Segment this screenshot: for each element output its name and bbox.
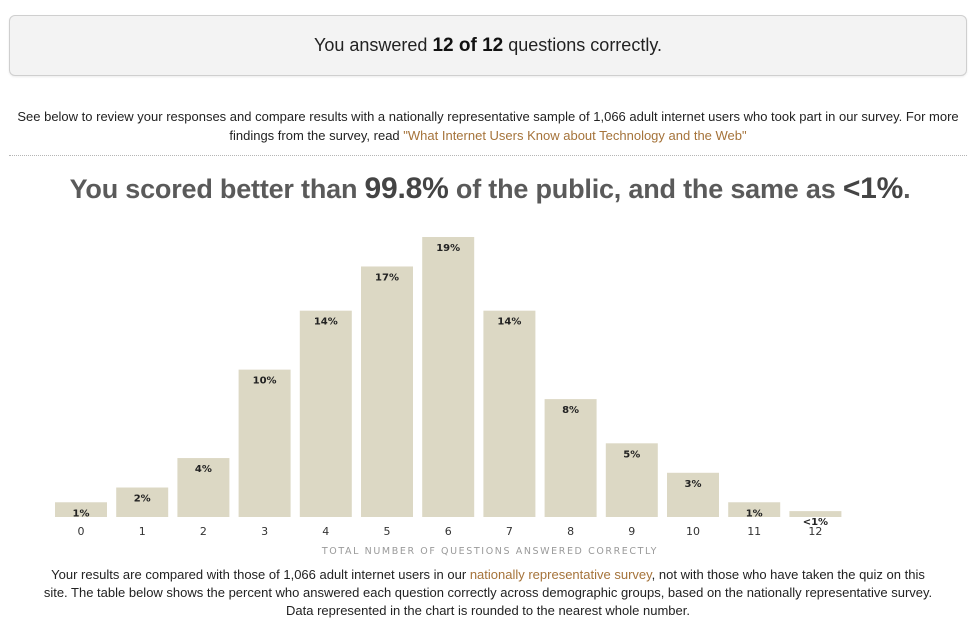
data-label-1: 2%	[134, 494, 151, 505]
intro-paragraph: See below to review your responses and c…	[9, 107, 967, 145]
data-label-2: 4%	[195, 464, 212, 475]
headline-part1: You scored better than	[69, 174, 365, 204]
score-headline: You scored better than 99.8% of the publ…	[0, 172, 980, 206]
x-tick-3: 3	[261, 525, 268, 538]
bar-1	[116, 487, 169, 517]
data-label-5: 17%	[375, 272, 399, 283]
headline-part3: .	[903, 174, 911, 204]
data-label-11: 1%	[746, 508, 763, 519]
x-tick-8: 8	[567, 525, 574, 538]
data-label-12: <1%	[803, 517, 828, 528]
x-axis-label: TOTAL NUMBER OF QUESTIONS ANSWERED CORRE…	[321, 546, 658, 557]
headline-same-pct: <1%	[842, 172, 904, 205]
result-score: 12 of 12	[432, 34, 504, 56]
bar-10	[667, 472, 719, 517]
result-banner: You answered 12 of 12 questions correctl…	[9, 15, 967, 76]
result-text: You answered 12 of 12 questions correctl…	[314, 35, 662, 57]
data-label-3: 10%	[253, 376, 277, 387]
bar-0	[55, 502, 107, 517]
dotted-divider	[9, 155, 967, 156]
survey-link[interactable]: nationally representative survey	[469, 567, 652, 582]
bar-6	[422, 237, 475, 517]
bar-5	[361, 266, 413, 517]
data-label-7: 14%	[497, 317, 521, 328]
headline-better-pct: 99.8%	[364, 172, 449, 205]
x-tick-2: 2	[200, 525, 207, 538]
bar-4	[299, 310, 352, 517]
score-distribution-chart: 1%02%14%210%314%417%519%614%78%85%93%101…	[55, 237, 842, 557]
x-tick-1: 1	[139, 525, 146, 538]
note-text2: , not with those who have taken the quiz…	[43, 567, 933, 618]
x-tick-12: 12	[808, 525, 822, 538]
headline-part2: of the public, and the same as	[448, 174, 843, 204]
intro-text: See below to review your responses and c…	[17, 109, 959, 143]
bar-11	[728, 502, 781, 517]
note-text1: Your results are compared with those of …	[51, 567, 470, 582]
bar-12	[789, 511, 842, 517]
x-tick-0: 0	[78, 525, 85, 538]
data-label-6: 19%	[436, 243, 460, 254]
bar-7	[483, 310, 536, 517]
methodology-note: Your results are compared with those of …	[40, 566, 936, 620]
x-tick-10: 10	[686, 525, 700, 538]
x-tick-9: 9	[628, 525, 635, 538]
bar-3	[238, 369, 291, 517]
x-tick-5: 5	[384, 525, 391, 538]
x-tick-6: 6	[445, 525, 452, 538]
bar-9	[605, 443, 658, 517]
bar-8	[544, 399, 597, 517]
data-label-0: 1%	[73, 508, 90, 519]
x-tick-11: 11	[747, 525, 761, 538]
result-prefix: You answered	[314, 34, 428, 55]
data-label-4: 14%	[314, 317, 338, 328]
data-label-9: 5%	[623, 449, 640, 460]
report-link[interactable]: "What Internet Users Know about Technolo…	[403, 128, 747, 143]
bar-2	[177, 458, 230, 517]
x-tick-7: 7	[506, 525, 513, 538]
x-tick-4: 4	[322, 525, 329, 538]
data-label-10: 3%	[685, 479, 702, 490]
data-label-8: 8%	[562, 405, 579, 416]
result-suffix: questions correctly.	[508, 34, 662, 55]
